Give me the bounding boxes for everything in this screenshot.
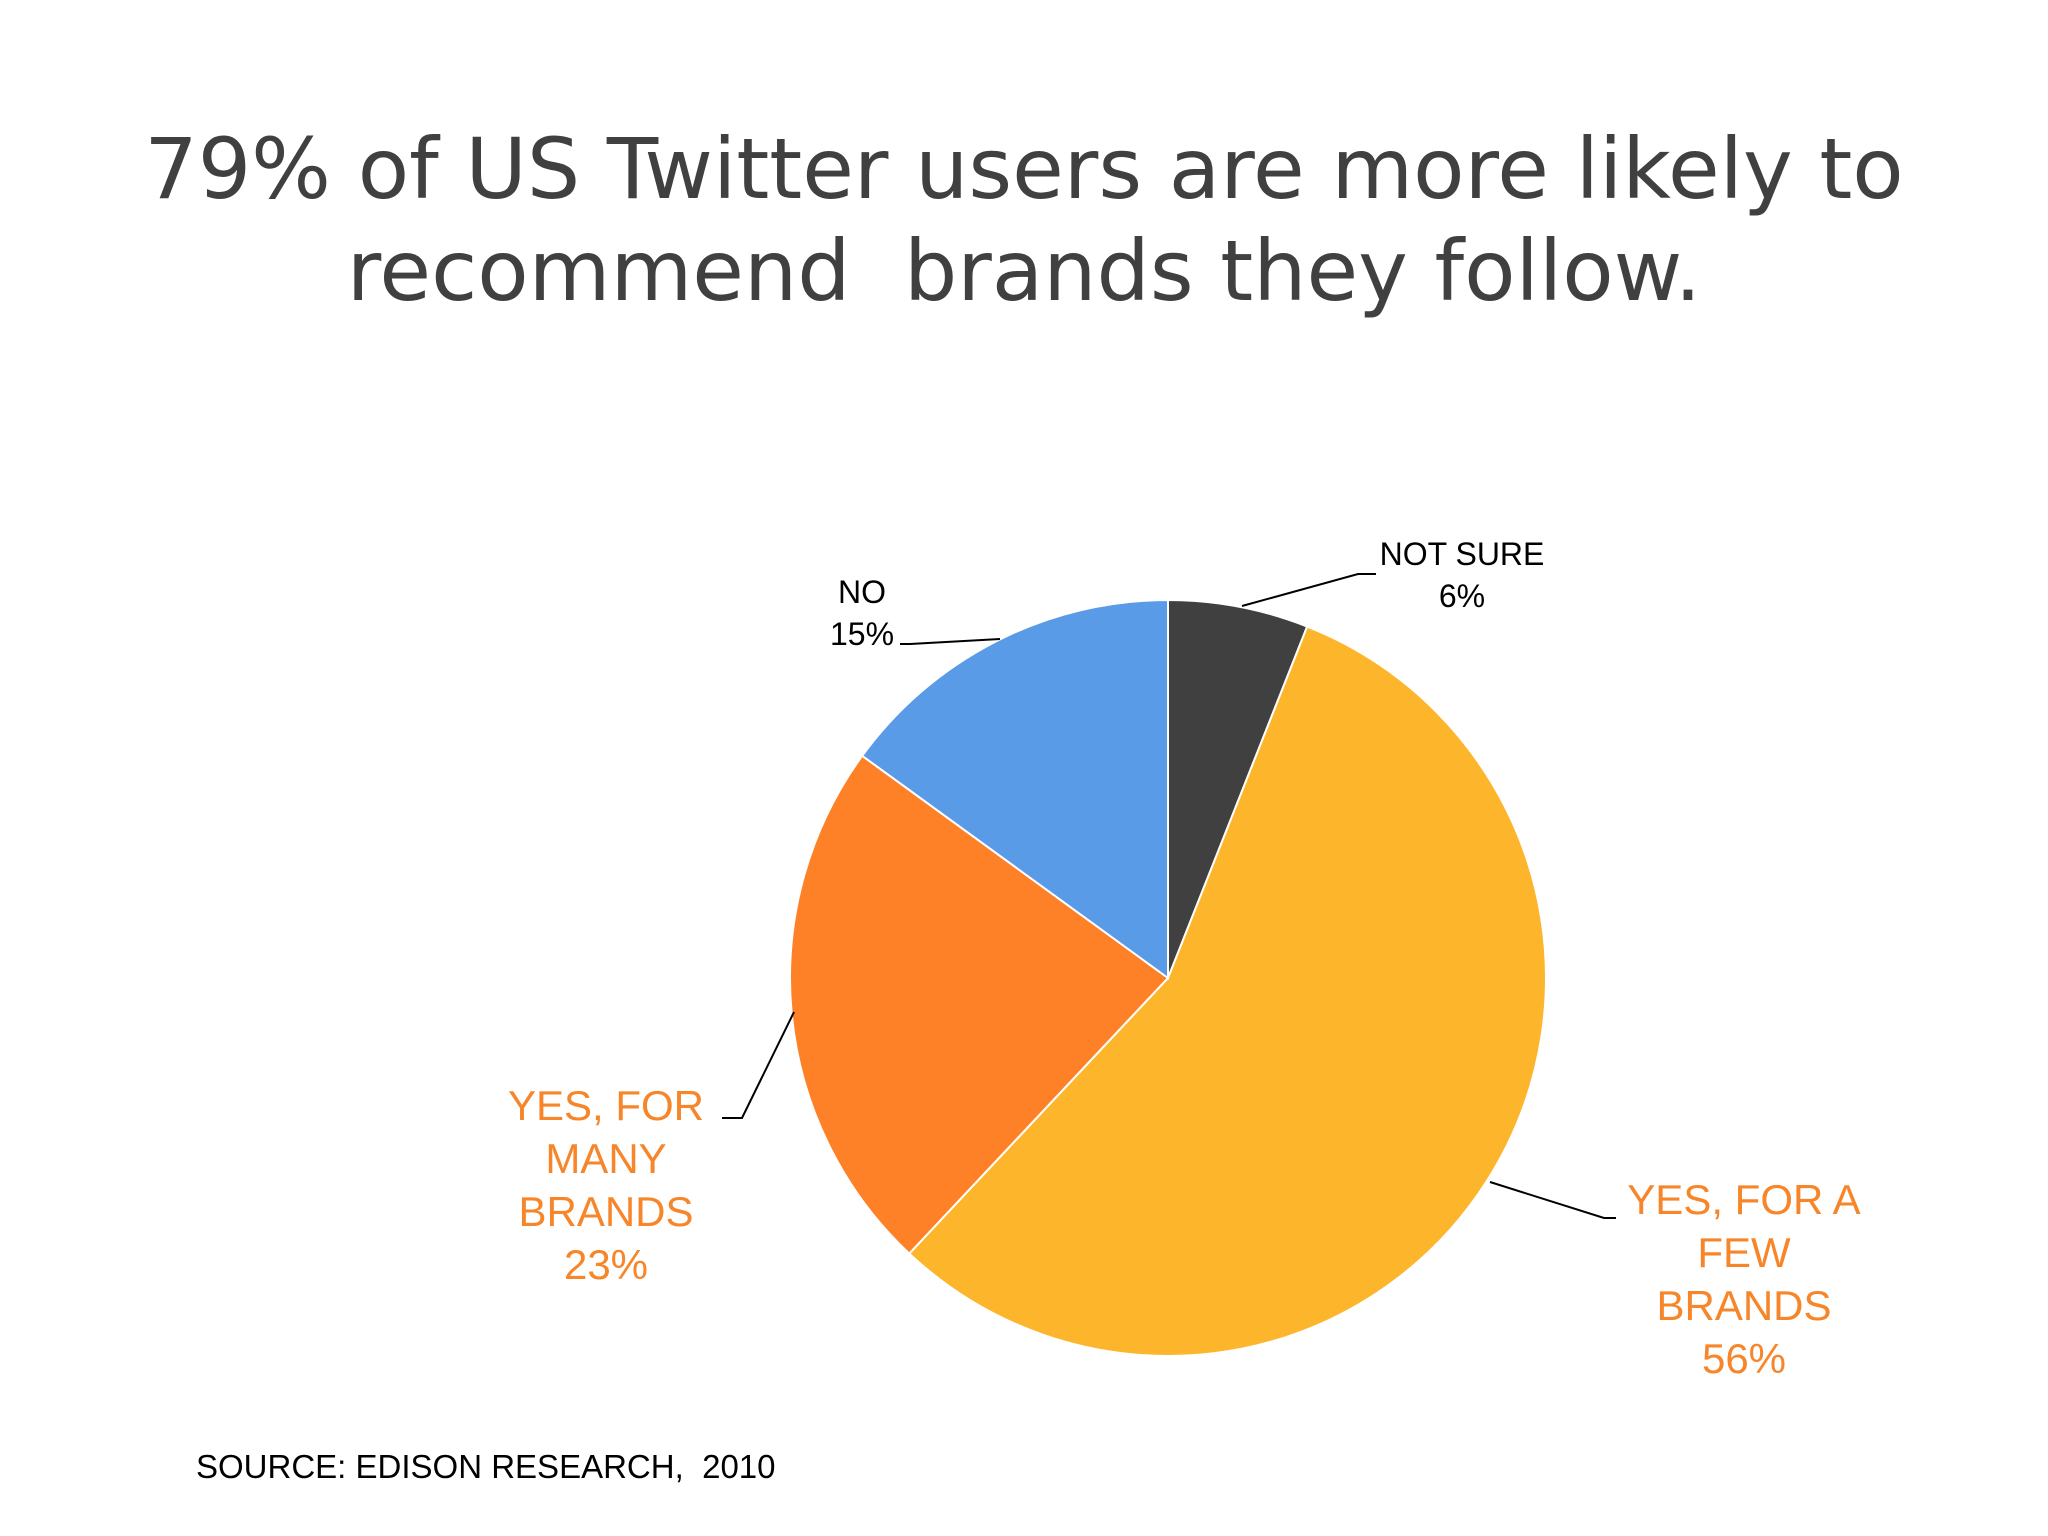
- slice-label-line: FEW: [1697, 1229, 1791, 1276]
- label-leader-lines: [722, 573, 1616, 1219]
- pie-slices: [789, 598, 1547, 1357]
- leader-line-3: [722, 1011, 795, 1119]
- slice-label-line: 56%: [1702, 1335, 1786, 1382]
- slice-label-line: 6%: [1439, 578, 1485, 614]
- slice-label-line: YES, FOR: [508, 1082, 704, 1129]
- slice-label-4: NO 15%: [830, 574, 894, 652]
- chart-title: 79% of US Twitter users are more likely …: [0, 118, 2048, 322]
- chart-title-line-2: recommend brands they follow.: [346, 222, 1702, 320]
- pie-slice-yes-for-a-few-brands: [907, 625, 1547, 1357]
- leader-line-4: [900, 638, 1001, 645]
- chart-title-line-1: 79% of US Twitter users are more likely …: [144, 120, 1904, 218]
- pie-slice-yes-for-many-brands: [789, 754, 1170, 1255]
- slice-label-line: 23%: [564, 1241, 648, 1288]
- slice-label-line: MANY: [545, 1135, 666, 1182]
- slice-label-line: YES, FOR A: [1627, 1176, 1860, 1223]
- source-note: SOURCE: EDISON RESEARCH, 2010: [196, 1448, 776, 1485]
- slice-labels: NOT SURE 6%YES, FOR A FEW BRANDS 56%YES, FOR…: [508, 536, 1861, 1382]
- slice-label-line: BRANDS: [518, 1188, 693, 1235]
- slice-label-line: BRANDS: [1656, 1282, 1831, 1329]
- leader-line-2: [1489, 1181, 1616, 1219]
- pie-slice-not-sure: [1167, 598, 1309, 979]
- slice-label-line: NOT SURE: [1380, 536, 1545, 572]
- pie-slice-no: [860, 598, 1169, 980]
- slice-label-2: YES, FOR A FEW BRANDS 56%: [1627, 1176, 1860, 1382]
- leader-line-1: [1241, 573, 1376, 607]
- slice-label-line: NO: [838, 574, 886, 610]
- slice-label-line: 15%: [830, 616, 894, 652]
- slice-label-3: YES, FOR MANY BRANDS 23%: [508, 1082, 704, 1288]
- slice-label-1: NOT SURE 6%: [1380, 536, 1545, 614]
